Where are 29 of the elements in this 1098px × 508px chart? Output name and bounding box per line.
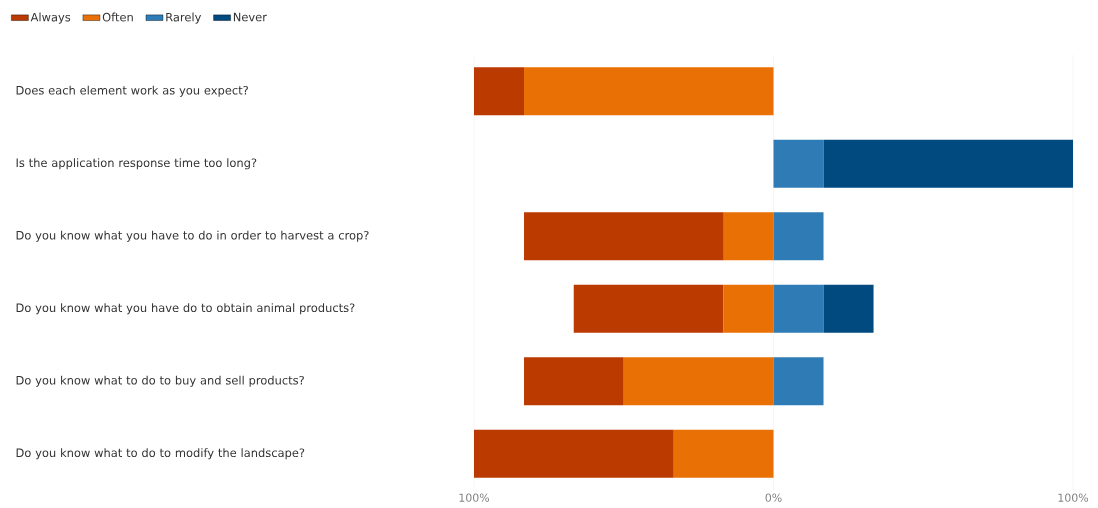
x-tick-label: 100%	[459, 493, 490, 502]
bar	[773, 212, 824, 261]
bar	[723, 284, 774, 333]
bar	[474, 429, 674, 478]
bar	[773, 139, 824, 188]
legend-label: Often	[102, 12, 133, 22]
bar	[524, 212, 724, 261]
bar	[474, 67, 525, 116]
y-tick-label: Do you know what you have to do in order to harvest a crop?	[16, 230, 369, 242]
bar	[773, 284, 824, 333]
x-tick-label: 0%	[765, 493, 782, 502]
x-tick-label: 100%	[1058, 493, 1089, 502]
bar	[823, 139, 1074, 188]
bar	[823, 284, 874, 333]
y-tick-label: Do you know what to do to buy and sell products?	[16, 375, 304, 387]
y-tick-label: Do you know what you have do to obtain animal products?	[16, 303, 355, 315]
bar	[623, 357, 774, 406]
y-tick-label: Does each element work as you expect?	[16, 85, 248, 97]
bar	[773, 357, 824, 406]
bar	[723, 212, 774, 261]
bar	[524, 67, 774, 116]
bar	[573, 284, 724, 333]
y-tick-label: Do you know what to do to modify the landscape?	[16, 448, 305, 460]
bar	[524, 357, 624, 406]
legend-label: Always	[30, 12, 71, 24]
y-tick-label: Is the application response time too long?	[16, 158, 257, 170]
legend-label: Rarely	[166, 12, 202, 24]
legend-label: Never	[233, 12, 267, 22]
bar	[673, 429, 774, 478]
